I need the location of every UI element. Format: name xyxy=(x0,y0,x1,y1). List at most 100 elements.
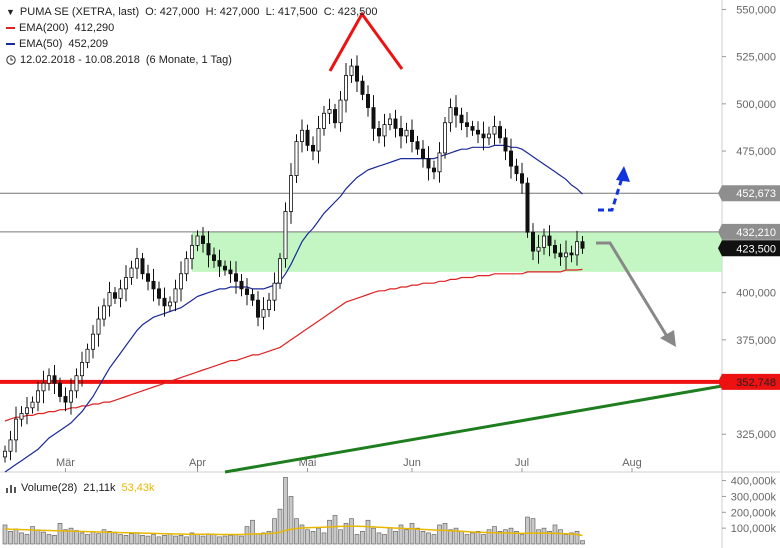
price-tick-label: 325,000 xyxy=(736,429,776,441)
chart-legend: ▼ PUMA SE (XETRA, last) O: 427,000 H: 42… xyxy=(6,4,378,68)
volume-bar xyxy=(228,534,233,545)
candle-body xyxy=(569,252,574,256)
candle-body xyxy=(19,413,24,420)
volume-bar xyxy=(217,536,222,545)
candle-body xyxy=(151,280,156,290)
ema50-label: EMA(50) xyxy=(19,38,63,50)
volume-bar xyxy=(305,529,310,545)
candle-body xyxy=(420,148,425,159)
volume-bar xyxy=(299,524,305,545)
volume-bar xyxy=(453,527,459,545)
volume-bar xyxy=(294,518,299,545)
volume-bar xyxy=(288,496,294,545)
candle-body xyxy=(503,137,508,152)
month-label: Apr xyxy=(189,457,206,469)
candle-body xyxy=(52,375,57,384)
middle-level-tag: 432,210 xyxy=(718,223,780,240)
candle-body xyxy=(316,127,321,152)
volume-bar xyxy=(360,531,365,545)
volume-bar xyxy=(442,523,448,545)
candle-body xyxy=(553,245,558,254)
last-price-tag-text: 423,500 xyxy=(736,243,776,255)
volume-bar xyxy=(222,535,228,545)
price-tick-label: 500,000 xyxy=(736,99,776,111)
volume-bar xyxy=(63,529,68,545)
volume-bar xyxy=(46,534,52,545)
candle-body xyxy=(91,333,96,350)
candle-body xyxy=(409,129,414,143)
volume-bar xyxy=(57,523,63,545)
volume-bar xyxy=(464,534,470,545)
volume-label: Volume(28) xyxy=(21,482,78,494)
bearish-arrow-head xyxy=(660,330,676,347)
candle-body xyxy=(481,133,486,139)
volume-bar xyxy=(52,534,57,545)
candle-body xyxy=(520,173,525,184)
volume-bar xyxy=(514,531,519,545)
candle-body xyxy=(239,280,244,290)
upper-level-tag-text: 452,673 xyxy=(736,188,776,200)
volume-bar xyxy=(118,534,123,545)
month-label: Mär xyxy=(56,457,75,469)
volume-bar xyxy=(486,529,492,545)
candle-body xyxy=(437,152,442,173)
candle-body xyxy=(448,107,453,124)
candle-body xyxy=(525,182,530,233)
volume-bar xyxy=(30,526,35,545)
candle-body xyxy=(575,241,580,256)
volume-bar xyxy=(569,532,574,545)
candle-body xyxy=(178,273,183,290)
volume-bar xyxy=(200,535,206,545)
candle-body xyxy=(255,299,260,318)
ema50-swatch xyxy=(6,43,15,45)
volume-bar xyxy=(140,534,145,545)
volume-average-line xyxy=(4,525,583,537)
volume-bar xyxy=(19,532,24,545)
chevron-down-icon[interactable]: ▼ xyxy=(6,7,15,17)
candle-body xyxy=(145,273,150,282)
price-tick-label: 400,000 xyxy=(736,288,776,300)
volume-bar xyxy=(2,524,8,545)
volume-bar xyxy=(74,530,79,545)
candle-body xyxy=(8,439,13,452)
candle-body xyxy=(173,288,178,303)
volume-bar xyxy=(393,531,398,545)
candle-body xyxy=(453,107,458,116)
candle-body xyxy=(486,133,491,139)
candle-body xyxy=(13,418,18,441)
candle-body xyxy=(508,150,513,167)
ema200-value: 412,290 xyxy=(74,22,115,34)
candle-body xyxy=(129,267,134,278)
volume-bar xyxy=(382,534,387,545)
volume-bar xyxy=(283,477,288,545)
volume-bar xyxy=(574,531,580,545)
candle-body xyxy=(41,382,46,392)
candle-body xyxy=(113,292,118,299)
candle-body xyxy=(233,273,238,282)
candle-body xyxy=(74,375,79,392)
volume-bar xyxy=(426,532,431,545)
top-pattern-marker xyxy=(328,11,404,72)
volume-bar xyxy=(365,519,371,545)
volume-bar xyxy=(525,516,530,545)
volume-bar xyxy=(206,533,211,545)
volume-bar xyxy=(558,529,563,545)
candle-body xyxy=(200,235,205,244)
volume-bar xyxy=(530,518,536,545)
candle-body xyxy=(134,258,139,269)
volume-bar xyxy=(24,534,30,545)
volume-bar xyxy=(145,535,151,545)
candle-body xyxy=(167,301,172,307)
volume-bar xyxy=(519,534,525,545)
volume-bar xyxy=(415,527,420,545)
candle-body xyxy=(371,107,376,129)
volume-bar xyxy=(41,531,46,545)
middle-level-tag-text: 432,210 xyxy=(736,227,776,239)
volume-bar xyxy=(244,526,250,545)
volume-bar xyxy=(431,534,437,545)
ema50-line xyxy=(4,144,583,473)
volume-bar xyxy=(184,536,189,545)
candle-body xyxy=(354,65,359,82)
volume-tick-label: 100,000k xyxy=(731,523,777,535)
